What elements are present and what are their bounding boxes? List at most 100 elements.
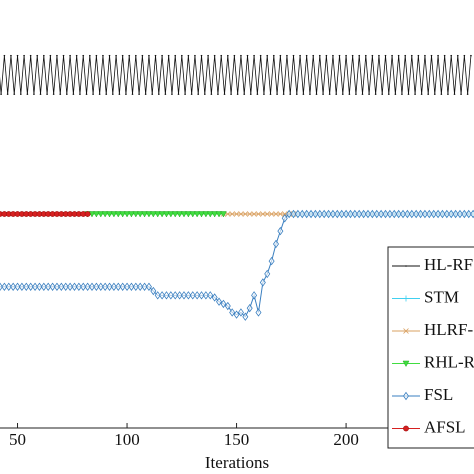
marker — [338, 209, 345, 219]
marker — [6, 93, 9, 95]
marker — [347, 209, 354, 219]
marker — [85, 93, 88, 95]
marker — [272, 54, 275, 57]
marker — [102, 282, 109, 291]
marker — [151, 93, 154, 95]
marker — [255, 211, 262, 217]
marker — [249, 93, 252, 95]
marker — [417, 54, 420, 57]
marker — [36, 282, 43, 291]
marker — [149, 211, 157, 218]
marker — [49, 282, 56, 291]
marker — [154, 54, 157, 57]
marker — [29, 54, 32, 57]
marker — [292, 54, 295, 57]
marker — [290, 209, 297, 219]
marker — [268, 211, 275, 217]
marker — [124, 282, 131, 291]
marker — [246, 54, 249, 57]
marker — [381, 93, 384, 95]
marker — [316, 209, 323, 219]
marker — [141, 282, 148, 291]
marker — [402, 360, 410, 368]
marker — [33, 93, 35, 95]
marker — [14, 282, 21, 291]
marker — [227, 54, 229, 57]
marker — [341, 93, 344, 95]
marker — [403, 391, 409, 401]
marker — [75, 54, 78, 57]
marker — [408, 209, 415, 219]
legend-label: AFSL — [424, 417, 466, 436]
marker — [403, 295, 409, 302]
marker — [213, 54, 216, 57]
marker — [108, 54, 111, 57]
marker — [43, 54, 45, 57]
marker — [3, 54, 6, 57]
marker — [364, 54, 367, 57]
marker — [374, 93, 377, 95]
marker — [204, 93, 206, 95]
marker — [82, 54, 85, 57]
marker — [101, 211, 109, 218]
marker — [128, 54, 131, 57]
marker — [332, 54, 334, 57]
marker — [198, 211, 205, 218]
marker — [335, 93, 338, 95]
marker — [84, 211, 91, 217]
marker — [309, 93, 311, 95]
marker — [251, 291, 258, 300]
marker — [10, 54, 12, 57]
marker — [105, 93, 108, 95]
legend-label: HL-RF — [424, 255, 473, 274]
marker — [461, 209, 468, 219]
marker — [98, 93, 101, 95]
marker — [334, 209, 341, 219]
marker — [102, 54, 104, 57]
marker — [401, 93, 403, 95]
marker — [348, 93, 351, 95]
marker — [230, 93, 232, 95]
marker — [246, 303, 253, 313]
marker — [176, 291, 183, 300]
marker — [452, 209, 459, 219]
marker — [413, 209, 420, 219]
marker — [369, 209, 376, 219]
marker — [154, 291, 161, 300]
marker — [215, 211, 223, 218]
marker — [242, 211, 249, 217]
marker — [281, 211, 288, 217]
marker — [263, 93, 265, 95]
marker — [20, 93, 22, 95]
marker — [435, 209, 442, 219]
marker — [189, 211, 197, 218]
marker — [167, 54, 170, 57]
marker — [264, 269, 271, 279]
marker — [0, 93, 2, 95]
marker — [395, 209, 402, 219]
marker — [1, 282, 8, 291]
marker — [141, 54, 144, 57]
marker — [328, 93, 331, 95]
marker — [463, 54, 466, 57]
marker — [220, 54, 223, 57]
marker — [150, 286, 157, 296]
marker — [211, 211, 219, 218]
marker — [430, 209, 437, 219]
marker — [180, 211, 188, 218]
marker — [184, 93, 186, 95]
marker — [240, 54, 242, 57]
marker — [456, 54, 459, 57]
marker — [279, 54, 282, 57]
marker — [420, 93, 423, 95]
marker — [202, 291, 209, 300]
marker — [417, 209, 424, 219]
marker — [437, 54, 439, 57]
marker — [447, 93, 449, 95]
marker — [181, 54, 183, 57]
x-tick-label: 200 — [333, 430, 359, 449]
marker — [115, 54, 117, 57]
marker — [338, 54, 341, 57]
marker — [172, 291, 179, 300]
